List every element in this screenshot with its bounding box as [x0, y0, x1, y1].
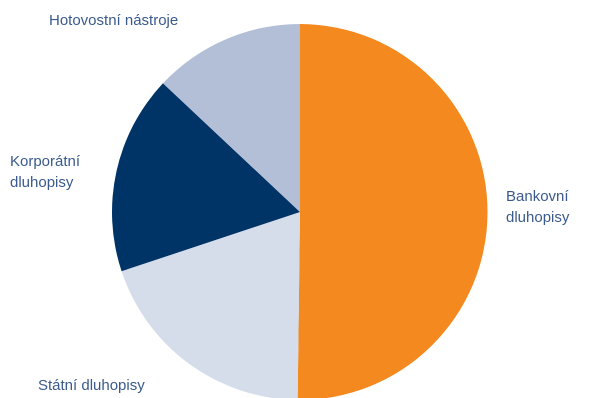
slice-label-bankovni-line-1: Bankovní [506, 188, 569, 205]
pie-slice-bankovni-dluhopisy [297, 24, 488, 398]
slice-label-bankovni-line-2: dluhopisy [506, 209, 570, 226]
slice-label-korporatni-line-1: Korporátní [10, 153, 81, 170]
pie-slice-statni-dluhopisy [121, 212, 300, 398]
slice-label-korporatni-dluhopisy: Korporátní dluhopisy [10, 151, 80, 193]
slice-label-korporatni-line-2: dluhopisy [10, 174, 74, 191]
slice-label-statni-dluhopisy: Státní dluhopisy [38, 375, 145, 396]
slice-label-statni-line-1: Státní dluhopisy [38, 377, 145, 394]
slice-label-hotovostni-nastroje: Hotovostní nástroje [49, 10, 178, 31]
slice-label-bankovni-dluhopisy: Bankovní dluhopisy [506, 186, 569, 228]
slice-label-hotovostni-line-1: Hotovostní nástroje [49, 12, 179, 29]
pie-slice-korporatni-dluhopisy [111, 83, 300, 272]
pie-slice-hotovostni-nastroje [162, 24, 300, 212]
